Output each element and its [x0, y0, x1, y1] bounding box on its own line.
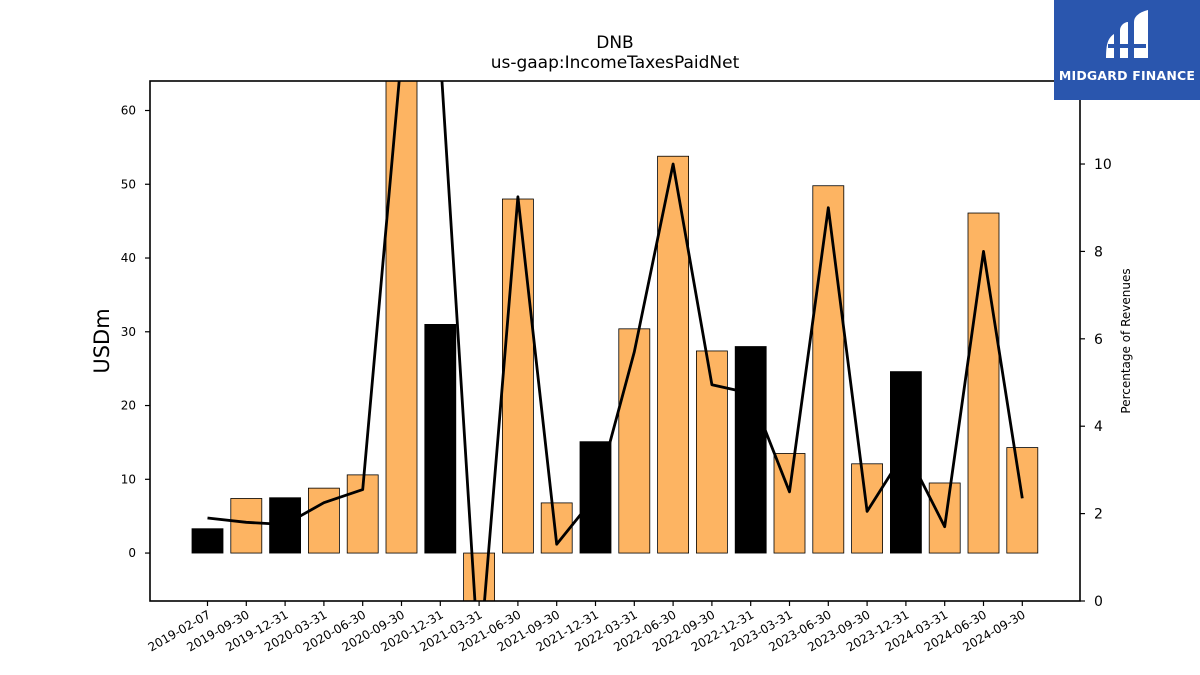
y2-tick-label: 6	[1094, 332, 1103, 348]
y2-axis-label: Percentage of Revenues	[1119, 268, 1133, 413]
y2-tick-label: 10	[1094, 157, 1112, 173]
y-tick-label: 30	[121, 325, 136, 339]
y2-tick-label: 8	[1094, 244, 1103, 260]
chart-title: DNB	[596, 33, 633, 53]
bar-2022-12-31	[734, 346, 767, 554]
bar-2022-03-31	[618, 328, 651, 554]
bar-2021-03-31	[463, 552, 496, 601]
x-axis-ticks: 2019-02-072019-09-302019-12-312020-03-31…	[146, 601, 1028, 654]
brand-logo: MIDGARD FINANCE	[1054, 0, 1200, 100]
bar-2024-06-30	[967, 212, 1000, 554]
y2-tick-label: 0	[1094, 594, 1103, 610]
bar-2021-06-30	[501, 198, 534, 554]
y-tick-label: 40	[121, 251, 136, 265]
y2-tick-label: 4	[1094, 419, 1103, 435]
midgard-logo-icon	[1106, 10, 1148, 58]
bar-2023-12-31	[890, 371, 922, 554]
bar-2020-09-30	[385, 81, 418, 554]
y-tick-label: 0	[128, 546, 136, 560]
bar-2024-09-30	[1006, 447, 1039, 554]
right-axis-ticks: 0 2 4 6 8 10	[1080, 157, 1112, 610]
bar-2019-09-30	[230, 498, 263, 554]
bar-2023-09-30	[851, 463, 883, 554]
y-tick-label: 10	[121, 472, 136, 486]
bars-layer	[191, 81, 1039, 601]
chart-subtitle: us-gaap:IncomeTaxesPaidNet	[491, 53, 740, 73]
y2-tick-label: 2	[1094, 507, 1103, 523]
plot-frame	[149, 80, 1081, 602]
y-axis-label: USDm	[90, 308, 114, 373]
bar-2019-02-07	[191, 528, 224, 554]
revenue-percentage-line	[207, 81, 1024, 601]
y-tick-label: 50	[121, 177, 136, 191]
bar-2023-03-31	[773, 453, 806, 554]
line-layer	[207, 81, 1024, 601]
brand-name: MIDGARD FINANCE	[1058, 68, 1196, 83]
y-tick-label: 60	[121, 104, 136, 118]
left-axis-ticks: 0 10 20 30 40 50 60	[121, 104, 150, 560]
y-tick-label: 20	[121, 399, 136, 413]
bar-2020-12-31	[424, 324, 457, 554]
bar-2023-06-30	[812, 185, 845, 554]
